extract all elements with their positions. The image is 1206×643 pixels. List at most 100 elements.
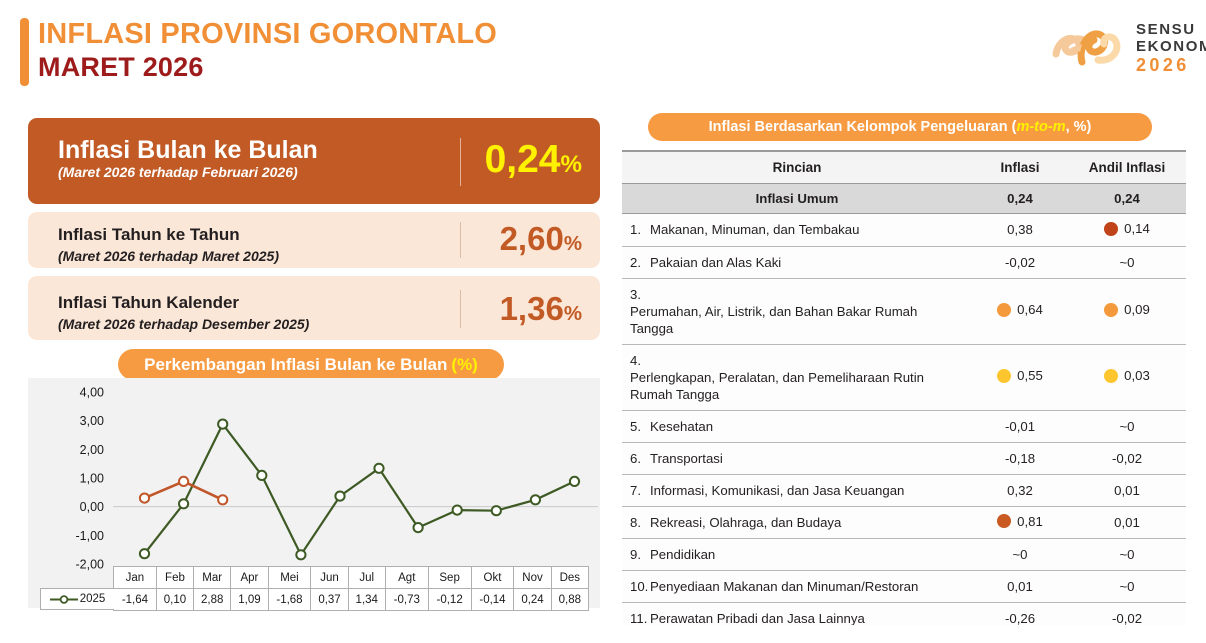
group-row-number: 5. [630, 418, 641, 434]
group-row-name-cell: 3.Perumahan, Air, Listrik, dan Bahan Bak… [622, 278, 972, 345]
value-with-indicator: 0,14 [1104, 221, 1150, 236]
data-point-marker [490, 505, 502, 517]
group-table-title-text: Inflasi Berdasarkan Kelompok Pengeluaran… [708, 119, 1017, 135]
value-text: 0,01 [1007, 579, 1033, 594]
legend-label-2025: 2025 [79, 593, 106, 605]
chart-table-month-header: Mar [193, 566, 232, 589]
group-row-andil-cell: ~0 [1068, 410, 1186, 443]
group-table-col-header: Andil Inflasi [1068, 150, 1186, 184]
logo-text-line1: SENSU [1136, 21, 1196, 38]
title-accent-bar [20, 18, 29, 86]
group-row-inflasi-cell: 0,01 [972, 570, 1068, 603]
value-text: ~0 [1012, 547, 1028, 562]
chart-table-month-header: Jun [310, 566, 349, 589]
data-point-marker [412, 522, 424, 534]
value-with-indicator: -0,18 [1005, 451, 1035, 466]
group-row-number: 3. [630, 286, 641, 302]
group-row-label: Pakaian dan Alas Kaki [650, 254, 782, 270]
chart-title-pill: Perkembangan Inflasi Bulan ke Bulan (%) [118, 349, 504, 380]
series-markers-2025 [138, 418, 581, 561]
group-row-inflasi-cell: 0,64 [972, 278, 1068, 345]
card-inflasi-tahun-kalender: Inflasi Tahun Kalender (Maret 2026 terha… [28, 276, 600, 340]
value-with-indicator: 0,81 [997, 514, 1043, 529]
table-row: 8. Rekreasi, Olahraga, dan Budaya 0,81 0,01 [622, 506, 1186, 539]
card-ytd-value-unit: % [563, 302, 582, 325]
value-text: 0,64 [1017, 302, 1043, 318]
group-row-inflasi-cell: 0,38 [972, 213, 1068, 247]
value-with-indicator: 0,03 [1104, 368, 1150, 383]
value-with-indicator: ~0 [1119, 255, 1134, 270]
value-with-indicator: -0,01 [1005, 419, 1035, 434]
group-row-andil-cell: 0,14 [1068, 213, 1186, 247]
group-row-inflasi-cell: 0,55 [972, 344, 1068, 411]
data-point-marker [373, 462, 385, 474]
magnitude-dot-icon [1104, 302, 1119, 317]
table-row: 6. Transportasi -0,18 -0,02 [622, 442, 1186, 475]
chart-table-month-header: Jan [113, 566, 157, 589]
card-yoy-text: Inflasi Tahun ke Tahun (Maret 2026 terha… [58, 222, 279, 266]
value-with-indicator: ~0 [1012, 547, 1027, 562]
chart-table-value-cell: 2,88 [193, 588, 232, 611]
value-text: ~0 [1119, 579, 1135, 594]
value-text: -0,02 [1111, 611, 1143, 626]
y-axis-tick-labels: 4,00 3,00 2,00 1,00 0,00 -1,00 -2,00 [76, 386, 105, 572]
chart-title-text: Perkembangan Inflasi Bulan ke Bulan [144, 354, 448, 374]
data-point-marker [217, 418, 229, 430]
card-ytd-text: Inflasi Tahun Kalender (Maret 2026 terha… [58, 290, 309, 334]
chart-table-value-cell: 1,34 [347, 588, 386, 611]
group-row-number: 11. [630, 611, 648, 626]
chart-table-month-header: Jul [347, 566, 386, 589]
magnitude-dot-icon [997, 514, 1012, 528]
card-mtm-text: Inflasi Bulan ke Bulan (Maret 2026 terha… [58, 138, 318, 182]
page-subtitle-period: MARET 2026 [38, 52, 204, 82]
data-point-marker [529, 494, 541, 506]
chart-data-table-grid: Jan Feb Mar Apr Mei Jun Jul Agt Sep Okt Nov Des -1,… [113, 566, 590, 611]
group-row-label: Makanan, Minuman, dan Tembakau [650, 222, 860, 238]
data-point-marker [256, 469, 268, 482]
value-with-indicator: 0,64 [997, 302, 1043, 317]
card-yoy-value-number: 2,60 [499, 220, 564, 257]
y-tick-label: 4,00 [80, 386, 104, 400]
value-text: ~0 [1119, 547, 1135, 562]
group-row-number: 2. [630, 254, 641, 270]
group-row-andil-cell: 0,03 [1068, 344, 1186, 411]
group-row-name-cell: 2. Pakaian dan Alas Kaki [622, 246, 972, 279]
group-row-number: 8. [630, 514, 641, 530]
value-text: 0,01 [1114, 482, 1140, 498]
chart-table-month-header: Des [550, 566, 590, 589]
value-text: 0,38 [1007, 222, 1033, 238]
y-tick-label: -1,00 [76, 529, 105, 543]
data-point-marker [138, 492, 151, 504]
y-tick-label: 3,00 [80, 414, 104, 428]
value-text: 0,03 [1124, 368, 1150, 384]
chart-table-value-cell: -0,14 [470, 588, 515, 611]
data-point-marker [138, 548, 151, 560]
group-table-title-pill: Inflasi Berdasarkan Kelompok Pengeluaran… [648, 113, 1152, 141]
magnitude-dot-icon [997, 368, 1012, 383]
group-row-andil-cell: -0,02 [1068, 442, 1186, 475]
table-row: 3.Perumahan, Air, Listrik, dan Bahan Bak… [622, 278, 1186, 345]
value-text: 0,55 [1017, 368, 1043, 384]
y-tick-label: 0,00 [80, 500, 104, 514]
card-ytd-label: Inflasi Tahun Kalender [58, 293, 240, 312]
card-yoy-label: Inflasi Tahun ke Tahun [58, 225, 240, 244]
logo-text: SENSU EKONOM 2026 [1136, 21, 1206, 75]
value-text: 0,81 [1017, 513, 1043, 529]
value-with-indicator: 0,01 [1114, 515, 1140, 530]
group-table-summary-cell: Inflasi Umum [622, 183, 972, 214]
y-tick-label: 1,00 [80, 472, 104, 486]
data-point-marker [217, 494, 229, 506]
group-row-andil-cell: 0,01 [1068, 506, 1186, 539]
card-mtm-value: 0,24% [485, 138, 582, 182]
chart-table-month-header: Nov [513, 566, 552, 589]
card-yoy-value-unit: % [563, 232, 582, 255]
expenditure-group-table: Rincian Inflasi Andil Inflasi Inflasi Umum… [622, 150, 1186, 635]
group-row-name-cell: 4.Perlengkapan, Peralatan, dan Pemelihar… [622, 344, 972, 411]
magnitude-dot-icon [1104, 221, 1119, 236]
legend-line-marker-icon [49, 594, 78, 604]
page-title: INFLASI PROVINSI GORONTALO [38, 18, 498, 50]
table-row: 7. Informasi, Komunikasi, dan Jasa Keuang… [622, 474, 1186, 507]
group-row-number: 10. [630, 579, 649, 594]
data-point-marker [178, 475, 190, 488]
chart-table-month-header: Feb [155, 566, 195, 589]
